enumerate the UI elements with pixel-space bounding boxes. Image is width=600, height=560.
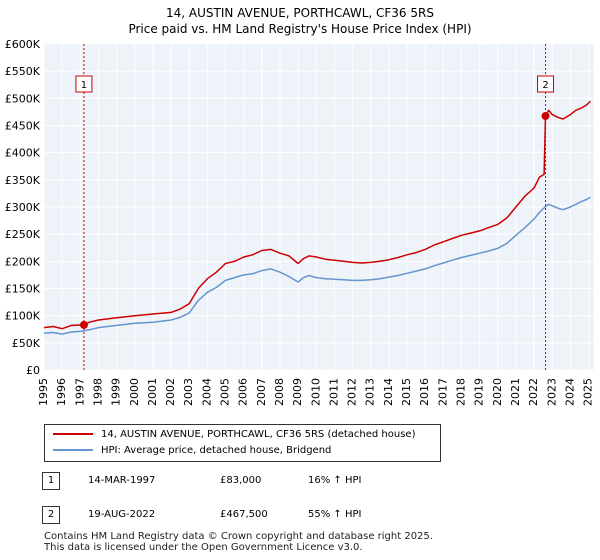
x-tick-label: 2006 xyxy=(237,378,250,406)
legend-item-property: 14, AUSTIN AVENUE, PORTHCAWL, CF36 5RS (… xyxy=(53,427,415,443)
y-tick-label: £300K xyxy=(5,201,41,214)
x-tick-label: 2020 xyxy=(491,378,504,406)
footer-licence: This data is licensed under the Open Gov… xyxy=(44,542,363,553)
legend-swatch-hpi xyxy=(53,449,93,451)
x-tick-label: 2005 xyxy=(219,378,232,406)
y-tick-label: £100K xyxy=(5,310,41,323)
y-tick-label: £450K xyxy=(5,120,41,133)
sale-date: 14-MAR-1997 xyxy=(88,475,156,486)
x-tick-label: 2009 xyxy=(291,378,304,406)
x-tick-label: 2011 xyxy=(327,378,340,406)
sale-point xyxy=(541,111,550,120)
sale-price: £83,000 xyxy=(220,475,262,486)
property-series-line xyxy=(43,100,591,330)
sale-marker-box xyxy=(537,75,555,93)
footer-copyright: Contains HM Land Registry data © Crown c… xyxy=(44,531,433,542)
sale-date: 19-AUG-2022 xyxy=(88,509,156,520)
price-chart: £0 £50K £100K £150K £200K £250K £300K £350K £400… xyxy=(5,38,595,406)
x-tick-label: 2015 xyxy=(400,378,413,406)
hpi-series-line xyxy=(43,196,591,335)
table-row: 2 19-AUG-2022 £467,500 55% ↑ HPI xyxy=(42,506,442,526)
sale-marker-box xyxy=(75,75,93,93)
x-tick-label: 2018 xyxy=(454,378,467,406)
y-tick-label: £250K xyxy=(5,228,41,241)
x-tick-label: 2017 xyxy=(436,378,449,406)
sale-marker-label: 2 xyxy=(542,80,548,91)
y-tick-label: £50K xyxy=(12,337,41,350)
x-tick-label: 2016 xyxy=(418,378,431,406)
legend-label-hpi: HPI: Average price, detached house, Brid… xyxy=(101,445,332,456)
y-tick-label: £0 xyxy=(26,364,40,377)
sale-price: £467,500 xyxy=(220,509,268,520)
x-tick-label: 2001 xyxy=(146,378,159,406)
table-row: 1 14-MAR-1997 £83,000 16% ↑ HPI xyxy=(42,472,442,492)
x-tick-label: 2021 xyxy=(509,378,522,406)
y-tick-label: £550K xyxy=(5,65,41,78)
x-tick-label: 2003 xyxy=(182,378,195,406)
chart-subtitle: Price paid vs. HM Land Registry's House … xyxy=(128,22,472,36)
x-tick-label: 2007 xyxy=(255,378,268,406)
sale-number-badge: 1 xyxy=(42,472,60,490)
footer: Contains HM Land Registry data © Crown c… xyxy=(44,531,433,553)
x-tick-label: 2000 xyxy=(128,378,141,406)
x-tick-label: 2004 xyxy=(200,378,213,406)
x-tick-label: 2012 xyxy=(346,378,359,406)
sale-marker-label: 1 xyxy=(81,80,87,91)
x-tick-label: 2019 xyxy=(473,378,486,406)
sale-hpi-diff: 16% ↑ HPI xyxy=(308,475,362,486)
x-tick-label: 2002 xyxy=(164,378,177,406)
sale-point xyxy=(79,320,88,329)
y-tick-label: £600K xyxy=(5,38,41,51)
x-tick-label: 2008 xyxy=(273,378,286,406)
legend-item-hpi: HPI: Average price, detached house, Brid… xyxy=(53,443,331,459)
x-tick-label: 1999 xyxy=(110,378,123,406)
x-tick-label: 1996 xyxy=(55,378,68,406)
chart-title: 14, AUSTIN AVENUE, PORTHCAWL, CF36 5RS xyxy=(166,6,434,20)
y-tick-label: £500K xyxy=(5,92,41,105)
legend-label-property: 14, AUSTIN AVENUE, PORTHCAWL, CF36 5RS (… xyxy=(101,429,416,440)
x-tick-label: 2013 xyxy=(364,378,377,406)
y-tick-label: £400K xyxy=(5,147,41,160)
x-tick-label: 1995 xyxy=(37,378,50,406)
x-tick-label: 2025 xyxy=(582,378,595,406)
x-tick-label: 2022 xyxy=(527,378,540,406)
legend-swatch-property xyxy=(53,433,93,435)
sale-hpi-diff: 55% ↑ HPI xyxy=(308,509,362,520)
y-tick-label: £150K xyxy=(5,283,41,296)
y-tick-label: £200K xyxy=(5,255,41,268)
x-tick-label: 2024 xyxy=(563,378,576,406)
x-tick-label: 1998 xyxy=(91,378,104,406)
x-tick-label: 2014 xyxy=(382,378,395,406)
chart-legend: 14, AUSTIN AVENUE, PORTHCAWL, CF36 5RS (… xyxy=(44,424,441,462)
y-tick-label: £350K xyxy=(5,174,41,187)
x-tick-label: 1997 xyxy=(73,378,86,406)
x-tick-label: 2010 xyxy=(309,378,322,406)
sale-number-badge: 2 xyxy=(42,506,60,524)
x-tick-label: 2023 xyxy=(545,378,558,406)
